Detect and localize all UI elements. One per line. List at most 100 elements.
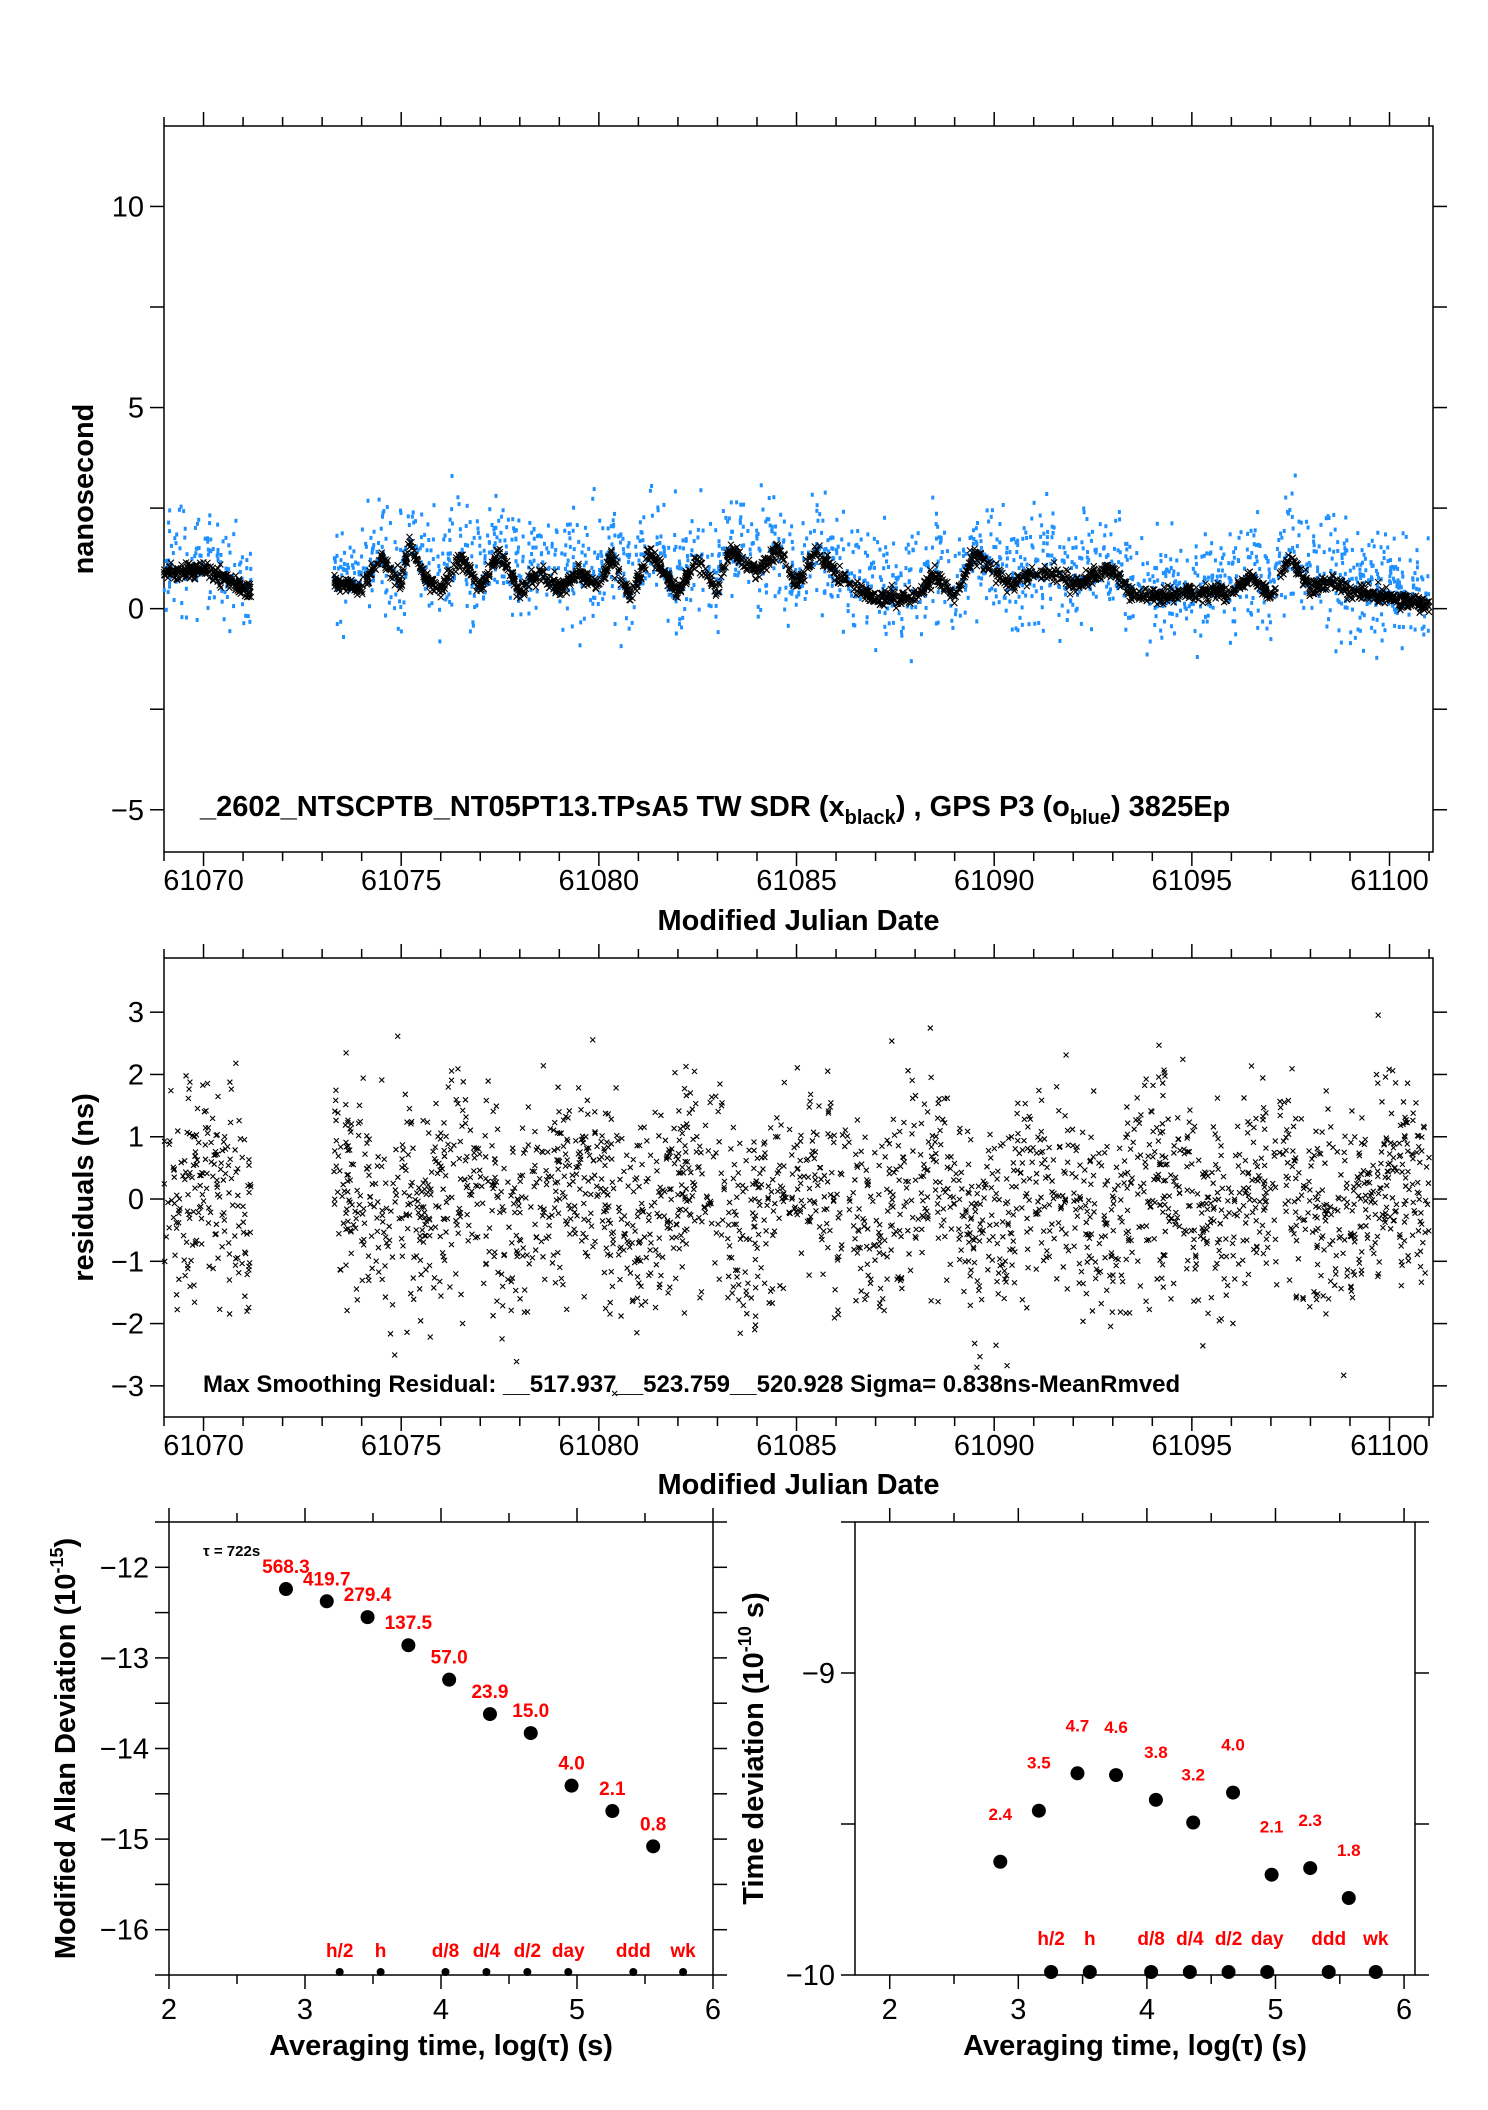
- gps-p3-point: [886, 552, 889, 556]
- gps-p3-point: [414, 519, 417, 523]
- gps-p3-point: [446, 563, 449, 567]
- gps-p3-point: [842, 547, 845, 551]
- gps-p3-point: [493, 578, 496, 582]
- gps-p3-point: [1074, 536, 1077, 540]
- gps-p3-point: [977, 576, 980, 580]
- gps-p3-point: [884, 545, 887, 549]
- gps-p3-point: [1229, 641, 1232, 645]
- gps-p3-point: [774, 525, 777, 529]
- gps-p3-point: [1172, 573, 1175, 577]
- gps-p3-point: [371, 588, 374, 592]
- gps-p3-point: [842, 630, 845, 634]
- residual-point: [1224, 1293, 1229, 1298]
- residual-point: [185, 1263, 190, 1268]
- gps-p3-point: [448, 538, 451, 542]
- gps-p3-point: [1268, 614, 1271, 618]
- gps-p3-point: [1274, 566, 1277, 570]
- gps-p3-point: [883, 625, 886, 629]
- gps-p3-point: [242, 621, 245, 625]
- gps-p3-point: [1377, 576, 1380, 580]
- gps-p3-point: [1351, 577, 1354, 581]
- gps-p3-point: [892, 542, 895, 546]
- gps-p3-point: [749, 552, 752, 556]
- y-tick-label: −3: [111, 1371, 144, 1403]
- gps-p3-point: [403, 612, 406, 616]
- gps-p3-point: [173, 536, 176, 540]
- residual-point: [913, 1178, 918, 1183]
- gps-p3-point: [1356, 531, 1359, 535]
- gps-p3-point: [1307, 553, 1310, 557]
- gps-p3-point: [943, 531, 946, 535]
- gps-p3-point: [432, 537, 435, 541]
- gps-p3-point: [593, 551, 596, 555]
- gps-p3-point: [1124, 542, 1127, 546]
- residual-point: [1243, 1158, 1248, 1163]
- gps-p3-point: [659, 551, 662, 555]
- gps-p3-point: [887, 565, 890, 569]
- gps-p3-point: [873, 566, 876, 570]
- gps-p3-point: [1266, 627, 1269, 631]
- gps-p3-point: [527, 612, 530, 616]
- gps-p3-point: [377, 541, 380, 545]
- gps-p3-point: [1026, 563, 1029, 567]
- gps-p3-point: [628, 627, 631, 631]
- gps-p3-point: [196, 522, 199, 526]
- gps-p3-point: [244, 614, 247, 618]
- gps-p3-point: [915, 615, 918, 619]
- gps-p3-point: [1416, 577, 1419, 581]
- gps-p3-point: [842, 510, 845, 514]
- x-tick-label: 61100: [1350, 865, 1429, 897]
- residual-point: [1318, 1273, 1323, 1278]
- residual-point: [1261, 1251, 1266, 1256]
- gps-p3-point: [208, 596, 211, 600]
- gps-p3-point: [675, 632, 678, 636]
- gps-p3-point: [1256, 559, 1259, 563]
- residual-point: [1180, 1057, 1185, 1062]
- gps-p3-point: [566, 523, 569, 527]
- gps-p3-point: [1173, 631, 1176, 635]
- gps-p3-point: [1335, 563, 1338, 567]
- gps-p3-point: [1398, 557, 1401, 561]
- gps-p3-point: [1302, 606, 1305, 610]
- residual-point: [1199, 1210, 1204, 1215]
- gps-p3-point: [1153, 580, 1156, 584]
- tw-sdr-point: [1067, 591, 1073, 597]
- gps-p3-point: [996, 537, 999, 541]
- residual-point: [731, 1125, 736, 1130]
- gps-p3-point: [1327, 617, 1330, 621]
- gps-p3-point: [185, 616, 188, 620]
- gps-p3-point: [589, 598, 592, 602]
- gps-p3-point: [1024, 531, 1027, 535]
- residual-point: [530, 1255, 535, 1260]
- gps-p3-point: [507, 518, 510, 522]
- gps-p3-point: [249, 552, 252, 556]
- gps-p3-point: [980, 539, 983, 543]
- gps-p3-point: [1219, 562, 1222, 566]
- gps-p3-point: [1401, 571, 1404, 575]
- gps-p3-point: [749, 548, 752, 552]
- gps-p3-point: [1021, 583, 1024, 587]
- gps-p3-point: [1064, 592, 1067, 596]
- gps-p3-point: [642, 515, 645, 519]
- gps-p3-point: [175, 532, 178, 536]
- gps-p3-point: [798, 567, 801, 571]
- gps-p3-point: [586, 533, 589, 537]
- gps-p3-point: [476, 519, 479, 523]
- gps-p3-point: [494, 494, 497, 498]
- gps-p3-point: [449, 518, 452, 522]
- gps-p3-point: [648, 573, 651, 577]
- gps-p3-point: [1413, 571, 1416, 575]
- gps-p3-point: [612, 524, 615, 528]
- gps-p3-point: [1257, 609, 1260, 613]
- gps-p3-point: [847, 609, 850, 613]
- gps-p3-point: [217, 548, 220, 552]
- gps-p3-point: [1283, 529, 1286, 533]
- gps-p3-point: [788, 532, 791, 536]
- gps-p3-point: [1124, 628, 1127, 632]
- gps-p3-point: [494, 526, 497, 530]
- gps-p3-point: [1126, 558, 1129, 562]
- gps-p3-point: [809, 531, 812, 535]
- residual-point: [752, 1327, 757, 1332]
- residual-point: [1397, 1141, 1402, 1146]
- residual-point: [1397, 1232, 1402, 1237]
